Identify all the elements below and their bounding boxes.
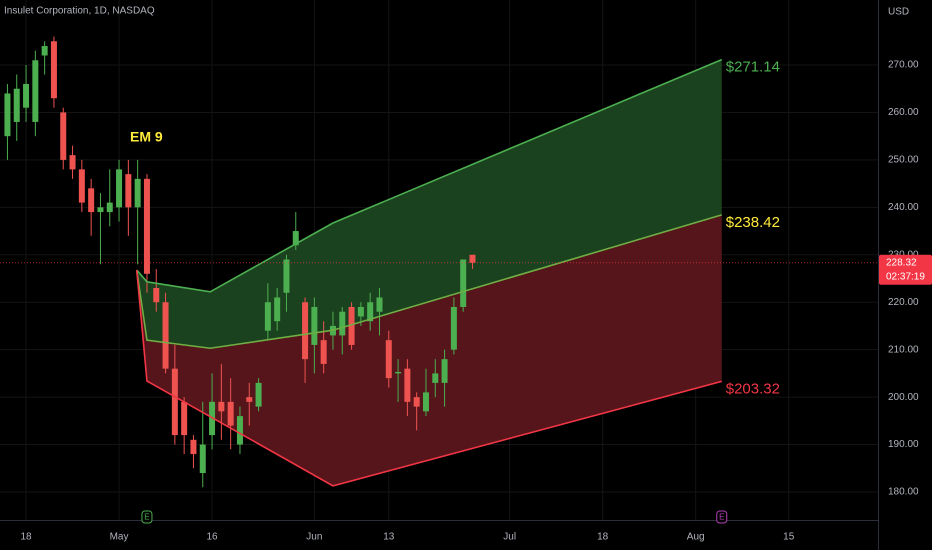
candle-body — [4, 93, 11, 137]
y-tick-label: 180.00 — [888, 487, 919, 498]
candle-body — [41, 46, 48, 56]
y-tick-label: 240.00 — [888, 202, 919, 213]
x-tick-label: May — [110, 532, 129, 543]
candle-body — [264, 302, 271, 331]
candle-body — [385, 340, 392, 379]
candle-body — [134, 178, 141, 208]
candle-body — [302, 302, 309, 360]
candle-body — [432, 373, 439, 383]
band-end-label: $203.32 — [726, 380, 780, 397]
candle-body — [348, 306, 355, 345]
x-tick-label: Jun — [306, 532, 322, 543]
band-line — [135, 269, 722, 487]
y-tick-label: 200.00 — [888, 392, 919, 403]
candle-body — [413, 397, 420, 407]
candle-body — [339, 311, 346, 336]
candle-body — [32, 60, 39, 122]
band-line — [135, 214, 722, 350]
candle-body — [422, 392, 429, 412]
band-line — [136, 58, 723, 293]
x-tick-label: Jul — [503, 532, 516, 543]
x-tick-label: Aug — [687, 532, 705, 543]
candle-body — [469, 254, 476, 263]
x-tick-label: 13 — [383, 532, 395, 543]
last-price-label: 228.32 — [886, 257, 917, 268]
candle-body — [69, 155, 76, 170]
candle-body — [255, 382, 262, 407]
candle-body — [88, 188, 95, 213]
y-tick-label: 250.00 — [888, 155, 919, 166]
x-tick-label: 18 — [20, 532, 32, 543]
candle-body — [97, 207, 104, 213]
candle-body — [50, 41, 57, 99]
candle-body — [218, 401, 225, 412]
y-tick-label: 270.00 — [888, 60, 919, 71]
y-tick-label: 220.00 — [888, 297, 919, 308]
x-tick-label: 18 — [597, 532, 609, 543]
event-label: E — [144, 513, 149, 522]
candle-body — [292, 231, 299, 246]
lower-band-fill — [136, 214, 722, 486]
candle-body — [441, 359, 448, 383]
band-end-label: $271.14 — [726, 59, 780, 76]
candle-body — [199, 444, 206, 474]
band-end-label: $238.42 — [726, 214, 780, 231]
x-tick-label: 15 — [783, 532, 795, 543]
event-marker — [141, 510, 153, 524]
candle-body — [367, 302, 374, 322]
y-tick-label: 260.00 — [888, 107, 919, 118]
event-marker — [716, 510, 728, 524]
upper-band-fill — [136, 59, 722, 349]
y-tick-label: 190.00 — [888, 439, 919, 450]
candle-body — [283, 259, 290, 293]
currency: USD — [888, 7, 909, 18]
annotation: EM 9 — [130, 129, 163, 145]
candle-body — [190, 439, 197, 455]
candle-body — [23, 83, 30, 108]
candle-body — [357, 306, 364, 317]
candle-body — [171, 368, 178, 436]
candle-body — [227, 401, 234, 426]
candle-body — [153, 287, 160, 303]
candle-body — [162, 302, 169, 369]
candle-body — [125, 174, 132, 208]
axes: 180.00190.00200.00210.00220.00230.00240.… — [20, 60, 932, 543]
candle-body — [274, 297, 281, 322]
candle-body — [143, 178, 150, 274]
candle-body — [116, 169, 123, 208]
plot: $271.14 $238.42 $203.32 EM 9 E E — [0, 36, 878, 524]
candle-body — [311, 306, 318, 345]
candle-body — [236, 416, 243, 445]
candle-body — [13, 88, 20, 122]
candle-body — [450, 306, 457, 350]
last-price-box — [879, 254, 932, 285]
event-label: E — [719, 513, 724, 522]
candle-body — [181, 401, 188, 436]
candle-body — [376, 297, 383, 312]
candle-body — [246, 397, 253, 402]
candle-body — [395, 371, 402, 374]
chart-title: Insulet Corporation, 1D, NASDAQ — [4, 6, 155, 17]
x-tick-label: 16 — [206, 532, 218, 543]
candle-body — [320, 340, 327, 364]
candle-body — [78, 169, 85, 203]
countdown-label: 02:37:19 — [886, 271, 925, 282]
candle-body — [460, 259, 467, 307]
y-tick-label: 210.00 — [888, 344, 919, 355]
candle-body — [60, 112, 67, 160]
candle-body — [404, 368, 411, 402]
candle-body — [106, 202, 113, 213]
